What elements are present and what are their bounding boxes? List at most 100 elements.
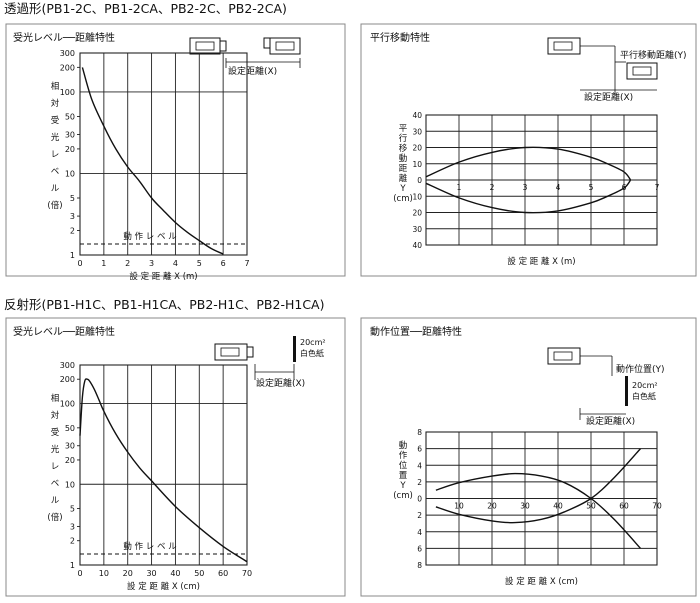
x-tick-label: 50: [586, 502, 596, 511]
chart-title-c3: 受光レベル──距離特性: [13, 325, 115, 338]
x-tick-label: 0: [77, 259, 82, 268]
series-line-c2-1: [425, 179, 632, 214]
chart-title-c4: 動作位置──距離特性: [370, 325, 462, 338]
x-axis-label: 設 定 距 離 X (m): [507, 256, 575, 267]
plot-frame-c1: [79, 52, 248, 256]
y-axis-label-char: ベ: [51, 479, 60, 489]
y-axis-label-char: 相: [51, 393, 60, 404]
x-tick-label: 2: [125, 259, 130, 268]
y-axis-label-char: 距: [399, 164, 408, 174]
y-tick-label: 8: [417, 428, 422, 437]
x-tick-label: 6: [221, 259, 226, 268]
y-tick-label: 0: [417, 176, 422, 185]
series-line-c3-0: [79, 378, 248, 563]
x-tick-label: 30: [520, 502, 530, 511]
series-line-c4-0: [435, 472, 642, 549]
grid-c2: [425, 114, 658, 246]
x-tick-label: 0: [77, 569, 82, 578]
panel-c3: [5, 317, 346, 597]
x-tick-label: 7: [655, 183, 660, 192]
y-tick-label: 8: [417, 561, 422, 570]
series-line-c2-0: [425, 146, 632, 181]
y-axis-label-char: 光: [51, 132, 60, 143]
diagram-label-position: 動作位置(Y): [616, 363, 665, 375]
y-tick-label: 100: [60, 88, 75, 97]
y-tick-label: 30: [65, 442, 75, 451]
paper-type-label-c3: 白色紙: [300, 348, 324, 358]
y-tick-label: 10: [412, 160, 422, 169]
sensor-diagram-transmissive: 設定距離(X): [189, 37, 301, 77]
y-tick-label: 50: [65, 112, 75, 121]
y-axis-label-char: 対: [51, 410, 60, 421]
series-line-c4-1: [435, 448, 642, 524]
paper-type-label-c4: 白色紙: [632, 391, 656, 401]
plot-frame-c4: [425, 431, 658, 566]
series-line-c1-0: [81, 67, 224, 255]
y-axis-label-char: 受: [51, 115, 60, 126]
x-tick-label: 10: [99, 569, 109, 578]
paper-size-label-c4: 20cm²: [632, 381, 658, 390]
diagram-label-distance-c2: 設定距離(X): [584, 91, 633, 103]
y-axis-label-char: 受: [51, 427, 60, 438]
plot-frame-c3: [79, 364, 248, 566]
x-tick-label: 40: [170, 569, 180, 578]
receiver-cable-icon: [263, 37, 271, 49]
sensor-cable-icon: [246, 346, 254, 358]
y-axis-label-char: Y: [399, 481, 406, 491]
y-tick-label: 5: [70, 505, 75, 514]
threshold-label: 動 作 レ ベ ル: [123, 231, 177, 242]
y-tick-label: 5: [70, 194, 75, 203]
y-tick-label: 3: [70, 522, 75, 531]
x-tick-label: 1: [101, 259, 106, 268]
emitter-lens-icon: [553, 41, 573, 51]
y-tick-label: 2: [70, 537, 75, 546]
plot-frame-c2: [425, 114, 658, 246]
emitter-cable-icon: [219, 40, 227, 52]
y-tick-label: 200: [60, 63, 75, 72]
y-axis-label-char: 置: [399, 471, 408, 481]
y-axis-label-char: 作: [399, 450, 408, 461]
receiver-icon: [626, 62, 658, 80]
x-tick-label: 4: [556, 183, 561, 192]
paper-size-label-c3: 20cm²: [300, 338, 326, 347]
y-axis-label-char: 移: [399, 143, 408, 154]
grid-c4: [425, 431, 658, 566]
chart-title-c2: 平行移動特性: [370, 31, 430, 44]
y-axis-label-char: 行: [399, 133, 408, 144]
y-tick-label: 20: [65, 456, 75, 465]
y-tick-label: 30: [412, 127, 422, 136]
y-tick-label: 20: [412, 209, 422, 218]
sensor-lens-icon: [553, 351, 573, 361]
sensor-diagram-position: 動作位置(Y) 20cm² 白色紙 設定距離(X): [547, 347, 665, 427]
y-tick-label: 30: [412, 225, 422, 234]
x-tick-label: 10: [454, 502, 464, 511]
y-axis-label-char: 対: [51, 98, 60, 109]
chart-title-c1: 受光レベル──距離特性: [13, 31, 115, 44]
panel-c1: [5, 23, 346, 277]
x-tick-label: 30: [146, 569, 156, 578]
y-tick-label: 2: [417, 511, 422, 520]
grid-c1: [77, 52, 248, 256]
x-axis-label: 設 定 距 離 X (m): [129, 271, 197, 282]
diagram-label-shift: 平行移動距離(Y): [620, 49, 687, 61]
grid-c3: [77, 364, 248, 566]
y-tick-label: 10: [65, 480, 75, 489]
emitter-icon: [189, 37, 221, 55]
y-tick-label: 10: [65, 169, 75, 178]
y-axis-label-char: (倍): [47, 512, 62, 523]
y-axis-label-char: 相: [51, 81, 60, 92]
y-tick-label: 40: [412, 111, 422, 120]
y-axis-label-char: ル: [51, 496, 60, 506]
y-axis-label-char: 動: [399, 440, 408, 451]
y-tick-label: 20: [65, 145, 75, 154]
x-tick-label: 60: [619, 502, 629, 511]
y-tick-label: 6: [417, 544, 422, 553]
y-tick-label: 10: [412, 192, 422, 201]
emitter-lens-icon: [195, 41, 215, 51]
y-axis-label-char: (cm): [393, 194, 413, 204]
y-axis-label-char: 離: [399, 173, 408, 184]
x-axis-label: 設 定 距 離 X (cm): [127, 581, 200, 592]
x-tick-label: 40: [553, 502, 563, 511]
